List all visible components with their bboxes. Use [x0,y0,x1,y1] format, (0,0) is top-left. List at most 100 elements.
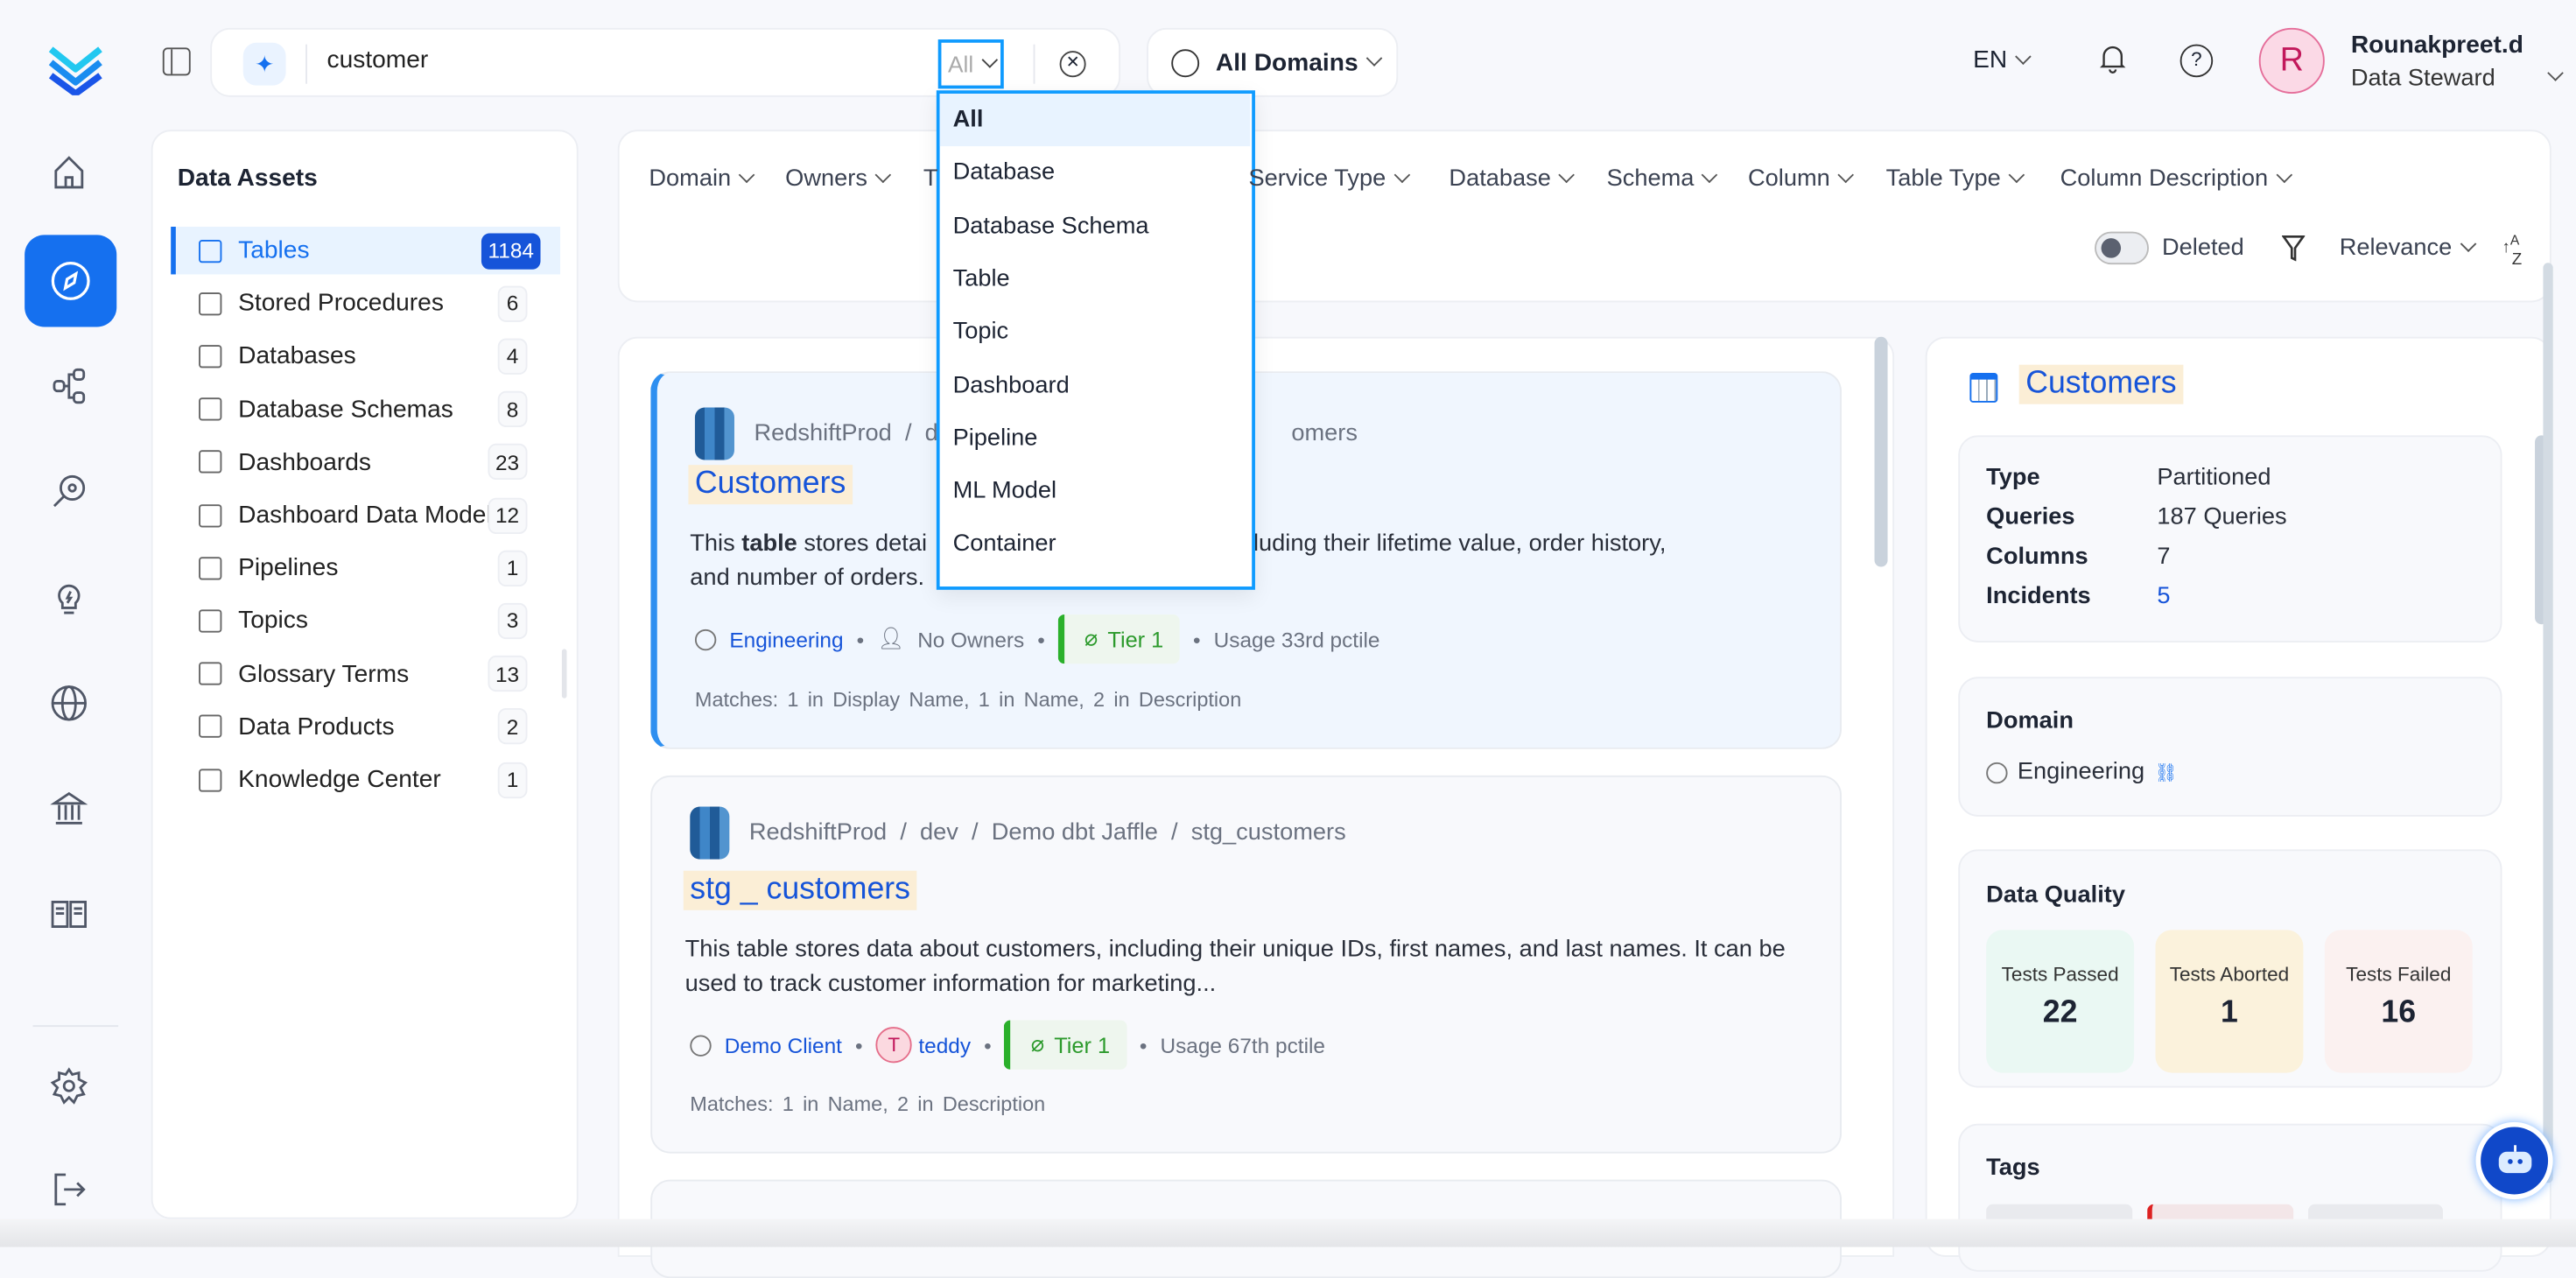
breadcrumb-item[interactable]: omers [1291,420,1358,447]
filter-icon[interactable] [2281,235,2306,269]
filter-table-type[interactable]: Table Type [1885,165,2025,193]
sidebar-item-stored-procedures[interactable]: Stored Procedures 6 [171,279,560,327]
filter-label: Column [1748,165,1830,193]
info-value[interactable]: 5 [2157,583,2171,610]
ai-sparkle-icon[interactable]: ✦ [242,42,286,86]
scope-option-ml-model[interactable]: ML Model [952,478,1057,505]
owner-link[interactable]: teddy [918,1032,972,1057]
database-icon [199,344,222,369]
sidebar-item-tables[interactable]: Tables 1184 [171,227,561,275]
filter-t[interactable]: T [923,166,938,193]
breadcrumb-item[interactable]: dev [920,819,958,846]
results-scrollbar[interactable] [1874,336,1888,567]
sidebar-item-pipelines[interactable]: Pipelines 1 [171,544,560,592]
insights-icon[interactable] [46,575,93,621]
filter-column-description[interactable]: Column Description [2060,166,2292,193]
sort-order-icon[interactable]: ↑A Z [2502,231,2523,270]
app-logo[interactable] [45,33,107,97]
observability-icon[interactable] [46,468,93,515]
filter-service-type[interactable]: Service Type [1248,166,1410,193]
sort-select[interactable]: Relevance [2340,235,2476,261]
domain-link[interactable]: Engineering [729,627,844,652]
asset-count-badge: 12 [487,496,528,534]
result-title[interactable]: Customers [688,465,853,505]
chevron-down-icon [2008,166,2025,184]
user-menu-chevron-icon[interactable] [2547,65,2564,81]
tier-badge[interactable]: ⌀ Tier 1 [1004,1020,1127,1070]
tier-badge[interactable]: ⌀ Tier 1 [1057,614,1181,664]
dq-tile-value: 22 [2042,995,2078,1030]
assets-scrollbar[interactable] [561,649,567,699]
owner-avatar[interactable]: T [875,1027,912,1064]
sidebar-item-dashboards[interactable]: Dashboards 23 [171,439,560,486]
settings-icon[interactable] [46,1063,93,1109]
sidebar-item-knowledge-center[interactable]: Knowledge Center 1 [171,755,560,803]
filter-database[interactable]: Database [1449,166,1576,193]
scope-option-dashboard[interactable]: Dashboard [952,372,1070,399]
scope-option-pipeline[interactable]: Pipeline [952,425,1038,452]
glossary-icon [199,662,222,685]
breadcrumb-item[interactable]: d [924,420,938,447]
chevron-down-icon [874,166,892,184]
deleted-toggle[interactable] [2095,231,2149,265]
dq-tile-label: Tests Aborted [2169,962,2290,987]
sidebar-item-data-products[interactable]: Data Products 2 [171,703,560,750]
scope-option-container[interactable]: Container [952,530,1056,558]
governance-icon[interactable] [46,785,93,832]
lineage-icon[interactable] [46,363,93,410]
user-avatar[interactable]: R [2258,27,2325,94]
breadcrumb-item[interactable]: RedshiftProd [748,819,888,846]
link-domain-icon[interactable]: ⛓ [2154,762,2178,783]
domain-link[interactable]: Demo Client [724,1032,842,1057]
asset-label: Dashboard Data Models [238,501,504,530]
clear-search-icon[interactable]: ✕ [1059,51,1086,78]
asset-count-badge: 3 [497,602,528,639]
sidebar-item-databases[interactable]: Databases 4 [171,333,560,380]
scope-option-topic[interactable]: Topic [952,319,1009,346]
domain-selector[interactable]: All Domains [1147,27,1399,97]
filter-label: Owners [785,165,867,193]
explore-nav-active[interactable] [25,235,117,327]
search-input[interactable] [326,46,919,74]
usage-label: Usage 67th pctile [1160,1032,1325,1057]
info-label: Incidents [1986,583,2091,610]
sidebar-item-dashboard-data-models[interactable]: Dashboard Data Models 12 [171,491,560,538]
dq-tile-tests-failed[interactable]: Tests Failed 16 [2324,930,2473,1073]
sidebar-item-glossary-terms[interactable]: Glossary Terms 13 [171,650,560,697]
help-icon[interactable]: ? [2179,44,2214,78]
filter-schema[interactable]: Schema [1607,166,1718,193]
filter-label: Table Type [1885,165,2001,193]
dq-tile-tests-passed[interactable]: Tests Passed 22 [1986,930,2135,1073]
language-selector[interactable]: EN [1973,46,2032,74]
scope-option-database[interactable]: Database [952,159,1056,186]
breadcrumb-item[interactable]: RedshiftProd [754,420,892,447]
glossary-icon[interactable] [46,890,93,937]
domain-section [1958,677,2502,817]
result-title[interactable]: stg _ customers [683,870,917,910]
scope-option-table[interactable]: Table [952,265,1010,292]
sidebar-item-database-schemas[interactable]: Database Schemas 8 [171,385,560,432]
knowledge-center-icon [199,768,222,791]
filter-domain[interactable]: Domain [649,166,755,193]
chatbot-button[interactable] [2475,1121,2553,1200]
domains-icon[interactable] [46,680,93,727]
result-card[interactable]: RedshiftProd / dev / Demo dbt Jaffle / s… [650,775,1843,1154]
filter-owners[interactable]: Owners [785,165,892,193]
filter-column[interactable]: Column [1748,165,1854,193]
search-scope-select[interactable]: All [937,39,1004,89]
page-scrollbar[interactable] [2543,263,2553,1183]
globe-icon [694,628,717,650]
details-title[interactable]: Customers [2018,364,2184,404]
breadcrumb-item[interactable]: stg_customers [1190,819,1346,846]
result-description: This table stores data about customers, … [684,936,1786,998]
dq-tile-tests-aborted[interactable]: Tests Aborted 1 [2155,930,2304,1073]
sidebar-toggle-icon[interactable] [162,47,191,76]
breadcrumb-item[interactable]: Demo dbt Jaffle [991,819,1158,846]
notifications-bell-icon[interactable] [2098,43,2128,84]
breadcrumb: RedshiftProd / dev / Demo dbt Jaffle / s… [690,806,1346,860]
scope-option-database-schema[interactable]: Database Schema [952,213,1149,240]
home-icon[interactable] [46,150,93,196]
sidebar-item-topics[interactable]: Topics 3 [171,597,560,644]
scope-option-all[interactable]: All [939,93,1251,147]
logout-icon[interactable] [46,1167,93,1213]
